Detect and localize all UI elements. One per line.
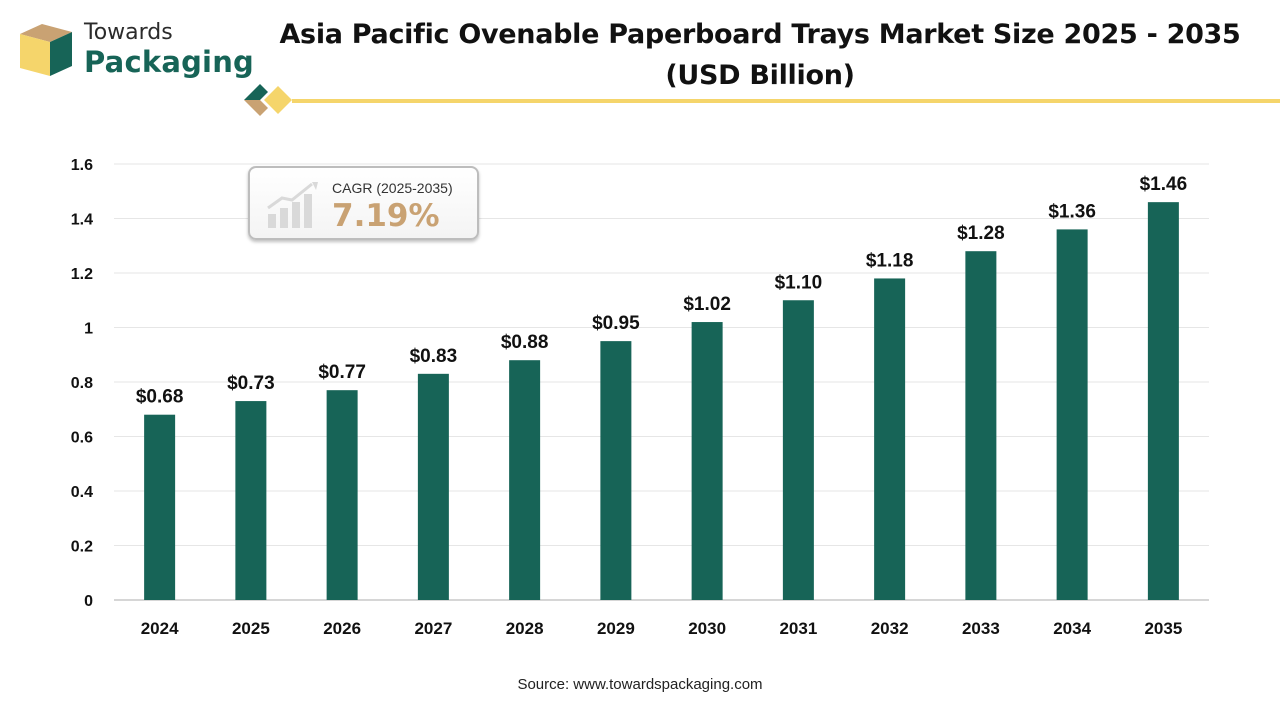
- brand-logo: Towards Packaging: [16, 18, 254, 88]
- data-label: $1.28: [957, 223, 1005, 244]
- x-tick-label: 2026: [323, 619, 361, 638]
- x-tick-label: 2034: [1053, 619, 1091, 638]
- bar: [965, 251, 997, 600]
- x-tick-label: 2032: [871, 619, 909, 638]
- x-tick-label: 2033: [962, 619, 1000, 638]
- data-label: $0.68: [136, 387, 184, 408]
- x-tick-label: 2027: [414, 619, 452, 638]
- brand-name-line2: Packaging: [84, 45, 254, 79]
- bar: [874, 278, 906, 600]
- bar: [691, 322, 723, 600]
- data-label: $1.02: [683, 294, 731, 315]
- y-tick-label: 0.2: [71, 539, 93, 556]
- source-note: Source: www.towardspackaging.com: [517, 676, 763, 693]
- bar: [326, 390, 358, 600]
- bar: [1056, 229, 1088, 600]
- x-tick-label: 2030: [688, 619, 726, 638]
- x-tick-label: 2031: [779, 619, 817, 638]
- box-logo-icon: [20, 24, 72, 76]
- brand-name-line1: Towards: [84, 20, 173, 45]
- title-divider: [244, 84, 1280, 116]
- y-tick-label: 0: [84, 593, 93, 610]
- bar: [782, 300, 814, 600]
- bar: [417, 373, 449, 600]
- y-tick-label: 0.4: [71, 484, 93, 501]
- chart-title-line2: (USD Billion): [665, 60, 855, 91]
- cagr-value: 7.19%: [332, 198, 440, 234]
- x-tick-label: 2029: [597, 619, 635, 638]
- chart-title-line1: Asia Pacific Ovenable Paperboard Trays M…: [279, 19, 1241, 50]
- data-label: $0.77: [318, 362, 366, 383]
- y-tick-label: 0.6: [71, 430, 93, 447]
- y-tick-label: 1.4: [71, 212, 93, 229]
- x-tick-label: 2024: [141, 619, 179, 638]
- x-tick-label: 2025: [232, 619, 270, 638]
- y-tick-label: 1: [84, 321, 93, 338]
- bar: [509, 360, 541, 600]
- x-tick-label: 2028: [506, 619, 544, 638]
- data-label: $0.88: [501, 332, 549, 353]
- chart-title: Asia Pacific Ovenable Paperboard Trays M…: [260, 14, 1260, 96]
- x-tick-label: 2035: [1144, 619, 1182, 638]
- data-label: $1.46: [1140, 174, 1188, 195]
- cagr-callout: CAGR (2025-2035) 7.19%: [248, 166, 479, 240]
- data-label: $1.10: [775, 272, 823, 293]
- y-tick-label: 1.2: [71, 266, 93, 283]
- bar: [144, 414, 176, 600]
- data-label: $1.36: [1048, 201, 1096, 222]
- y-tick-label: 1.6: [71, 157, 93, 174]
- bar: [235, 401, 267, 600]
- data-label: $1.18: [866, 250, 914, 271]
- cagr-label: CAGR (2025-2035): [332, 180, 453, 196]
- bar: [1147, 202, 1179, 600]
- y-tick-label: 0.8: [71, 375, 93, 392]
- growth-chart-icon: [267, 182, 318, 228]
- data-label: $0.95: [592, 313, 640, 334]
- data-label: $0.73: [227, 373, 275, 394]
- bar: [600, 341, 632, 600]
- data-label: $0.83: [410, 346, 458, 367]
